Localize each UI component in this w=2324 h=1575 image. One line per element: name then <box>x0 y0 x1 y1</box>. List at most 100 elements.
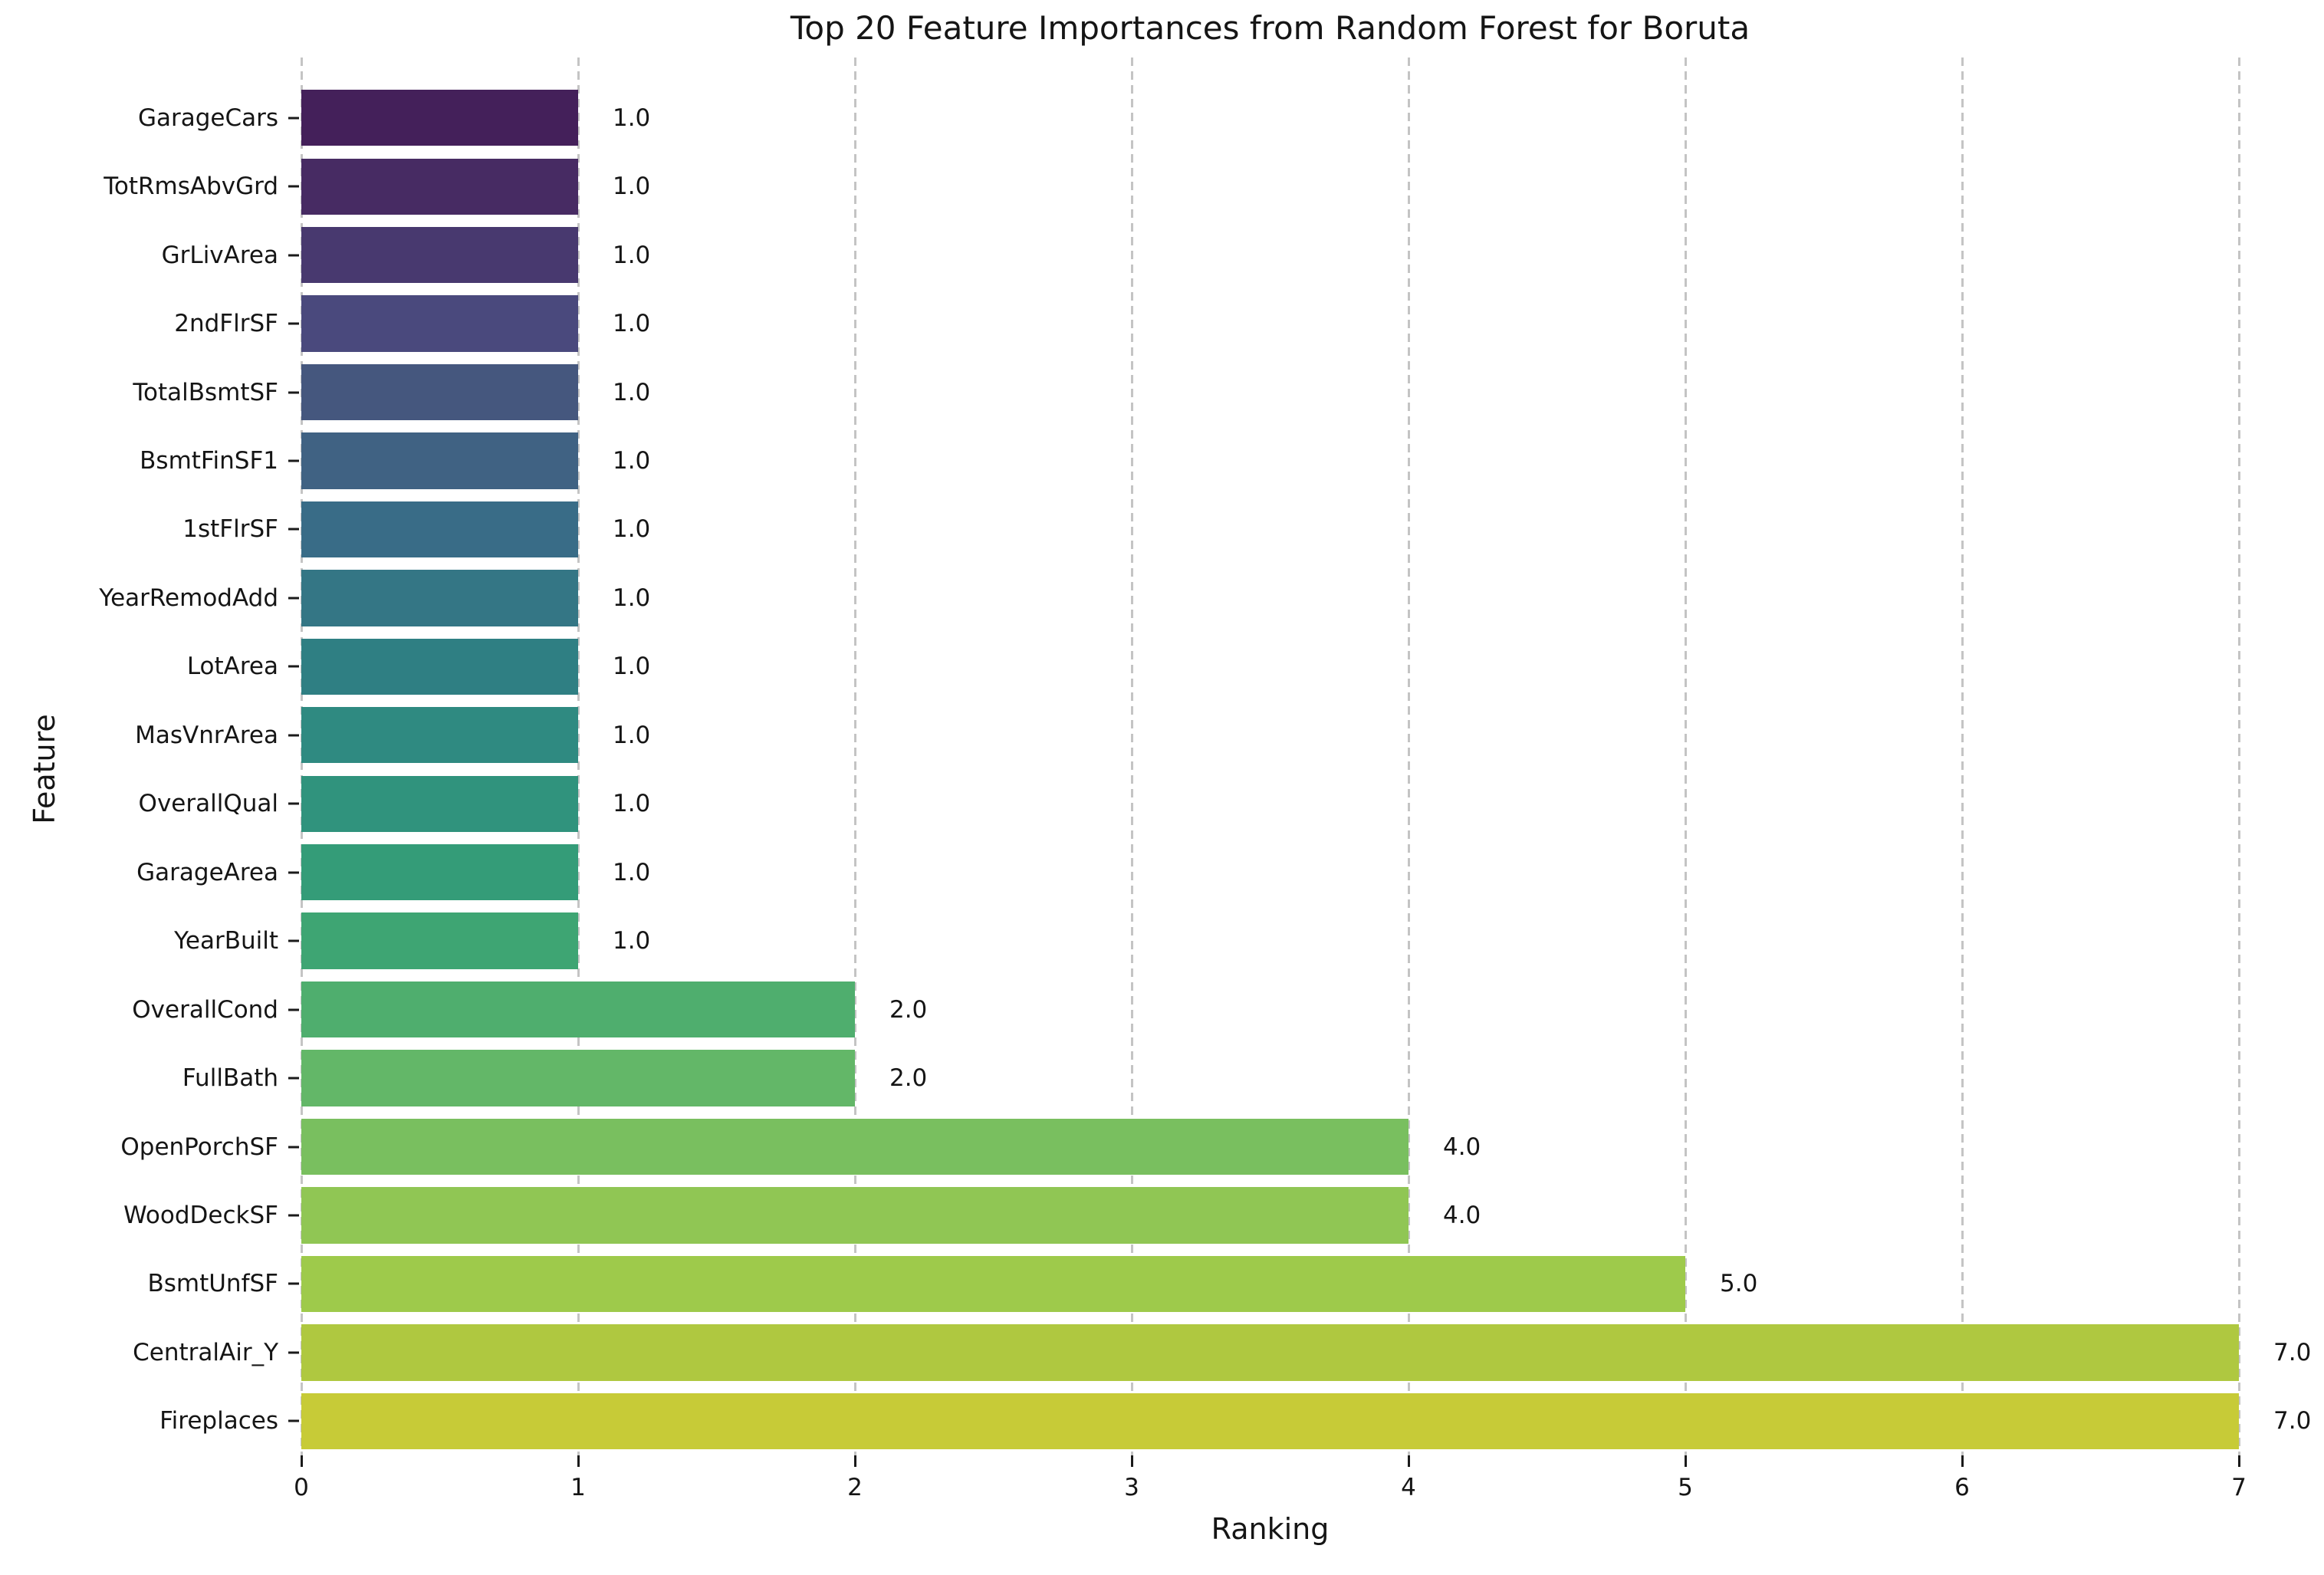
bar-row: OverallQual 1.0 <box>139 770 2239 838</box>
bar <box>301 90 578 146</box>
y-tick-label: OpenPorchSF <box>120 1133 278 1161</box>
bar-row: GrLivArea 1.0 <box>162 221 2239 289</box>
y-tick-label: TotRmsAbvGrd <box>104 173 278 201</box>
bar-value-label: 4.0 <box>1442 1201 1481 1229</box>
x-tick-label: 4 <box>1401 1474 1416 1501</box>
y-tick-mark <box>288 322 299 325</box>
y-tick-label: GarageArea <box>136 858 278 886</box>
bar-value-label: 7.0 <box>2273 1338 2312 1366</box>
bar <box>301 1118 1409 1175</box>
bar-row: TotRmsAbvGrd 1.0 <box>104 152 2239 220</box>
y-tick-mark <box>288 1351 299 1354</box>
bar-row: GarageArea 1.0 <box>136 838 2239 906</box>
bar-value-label: 1.0 <box>612 653 651 681</box>
y-tick-mark <box>288 117 299 120</box>
bar-value-label: 1.0 <box>612 858 651 886</box>
y-tick-label: GrLivArea <box>161 241 278 269</box>
chart-title: Top 20 Feature Importances from Random F… <box>790 9 1750 47</box>
bar-value-label: 1.0 <box>612 584 651 612</box>
bar-row: BsmtFinSF1 1.0 <box>140 426 2239 495</box>
x-tick-label: 3 <box>1124 1474 1139 1501</box>
y-tick-label: OverallCond <box>132 995 278 1024</box>
bar-value-label: 1.0 <box>612 446 651 475</box>
y-tick-mark <box>288 1008 299 1011</box>
bar-row: OpenPorchSF 4.0 <box>120 1113 2239 1181</box>
y-tick-label: GarageCars <box>137 104 278 132</box>
bar-value-label: 1.0 <box>612 310 651 338</box>
y-tick-mark <box>288 939 299 942</box>
y-tick-label: BsmtFinSF1 <box>140 446 278 475</box>
bar-value-label: 2.0 <box>889 995 928 1024</box>
bar-row: MasVnrArea 1.0 <box>135 701 2239 769</box>
x-tick-label: 0 <box>294 1474 309 1501</box>
y-tick-label: BsmtUnfSF <box>147 1270 278 1298</box>
y-tick-mark <box>288 1214 299 1217</box>
bar-row: TotalBsmtSF 1.0 <box>133 358 2239 426</box>
y-tick-mark <box>288 871 299 874</box>
grid-line <box>853 58 856 1455</box>
bar-row: YearBuilt 1.0 <box>174 906 2239 975</box>
bar-row: YearRemodAdd 1.0 <box>99 564 2239 632</box>
y-tick-label: YearBuilt <box>174 927 278 955</box>
bar-value-label: 5.0 <box>1720 1270 1758 1298</box>
y-tick-mark <box>288 802 299 805</box>
bar <box>301 981 855 1038</box>
grid-line <box>1684 58 1687 1455</box>
bar <box>301 570 578 626</box>
y-tick-mark <box>288 528 299 531</box>
bar-value-label: 1.0 <box>612 790 651 818</box>
grid-line <box>1407 58 1410 1455</box>
x-axis-label: Ranking <box>1211 1512 1330 1546</box>
bar-row: WoodDeckSF 4.0 <box>123 1181 2239 1249</box>
bar-row: LotArea 1.0 <box>187 633 2239 701</box>
bar <box>301 912 578 969</box>
x-tick-mark <box>1407 1455 1410 1467</box>
x-tick-label: 5 <box>1678 1474 1693 1501</box>
y-tick-label: WoodDeckSF <box>123 1201 278 1229</box>
bar-row: CentralAir_Y 7.0 <box>133 1318 2311 1386</box>
x-tick-mark <box>1684 1455 1687 1467</box>
y-tick-mark <box>288 665 299 668</box>
x-tick-mark <box>577 1455 580 1467</box>
bar <box>301 363 578 421</box>
y-tick-label: FullBath <box>182 1064 278 1093</box>
x-tick-mark <box>2237 1455 2240 1467</box>
y-tick-mark <box>288 1077 299 1080</box>
x-tick-mark <box>1130 1455 1133 1467</box>
y-tick-label: OverallQual <box>138 790 278 818</box>
grid-line <box>577 58 580 1455</box>
bar <box>301 775 578 832</box>
y-tick-mark <box>288 391 299 394</box>
grid-line <box>1961 58 1964 1455</box>
x-tick-mark <box>853 1455 856 1467</box>
bar <box>301 844 578 901</box>
bar-row: Fireplaces 7.0 <box>159 1387 2311 1455</box>
y-tick-mark <box>288 185 299 188</box>
bar-value-label: 1.0 <box>612 378 651 406</box>
bar-value-label: 1.0 <box>612 927 651 955</box>
grid-line <box>2237 58 2240 1455</box>
bar <box>301 1393 2239 1449</box>
bar-value-label: 1.0 <box>612 104 651 132</box>
y-axis-label: Feature <box>28 714 61 824</box>
x-tick-mark <box>1961 1455 1964 1467</box>
bar <box>301 638 578 695</box>
bar-value-label: 7.0 <box>2273 1407 2312 1435</box>
grid-line <box>1130 58 1133 1455</box>
y-tick-mark <box>288 1419 299 1422</box>
bar-row: FullBath 2.0 <box>182 1044 2239 1112</box>
bar <box>301 226 578 284</box>
bar-row: BsmtUnfSF 5.0 <box>147 1250 2239 1318</box>
bar-value-label: 1.0 <box>612 515 651 544</box>
bar <box>301 1324 2239 1381</box>
y-tick-label: Fireplaces <box>159 1407 278 1435</box>
y-tick-label: CentralAir_Y <box>133 1338 278 1366</box>
bar-row: 1stFlrSF 1.0 <box>182 495 2239 564</box>
bar <box>301 1255 1685 1313</box>
bar <box>301 295 578 352</box>
bar <box>301 158 578 215</box>
bar <box>301 1187 1409 1244</box>
bar-value-label: 1.0 <box>612 721 651 749</box>
y-tick-label: 2ndFlrSF <box>174 310 278 338</box>
